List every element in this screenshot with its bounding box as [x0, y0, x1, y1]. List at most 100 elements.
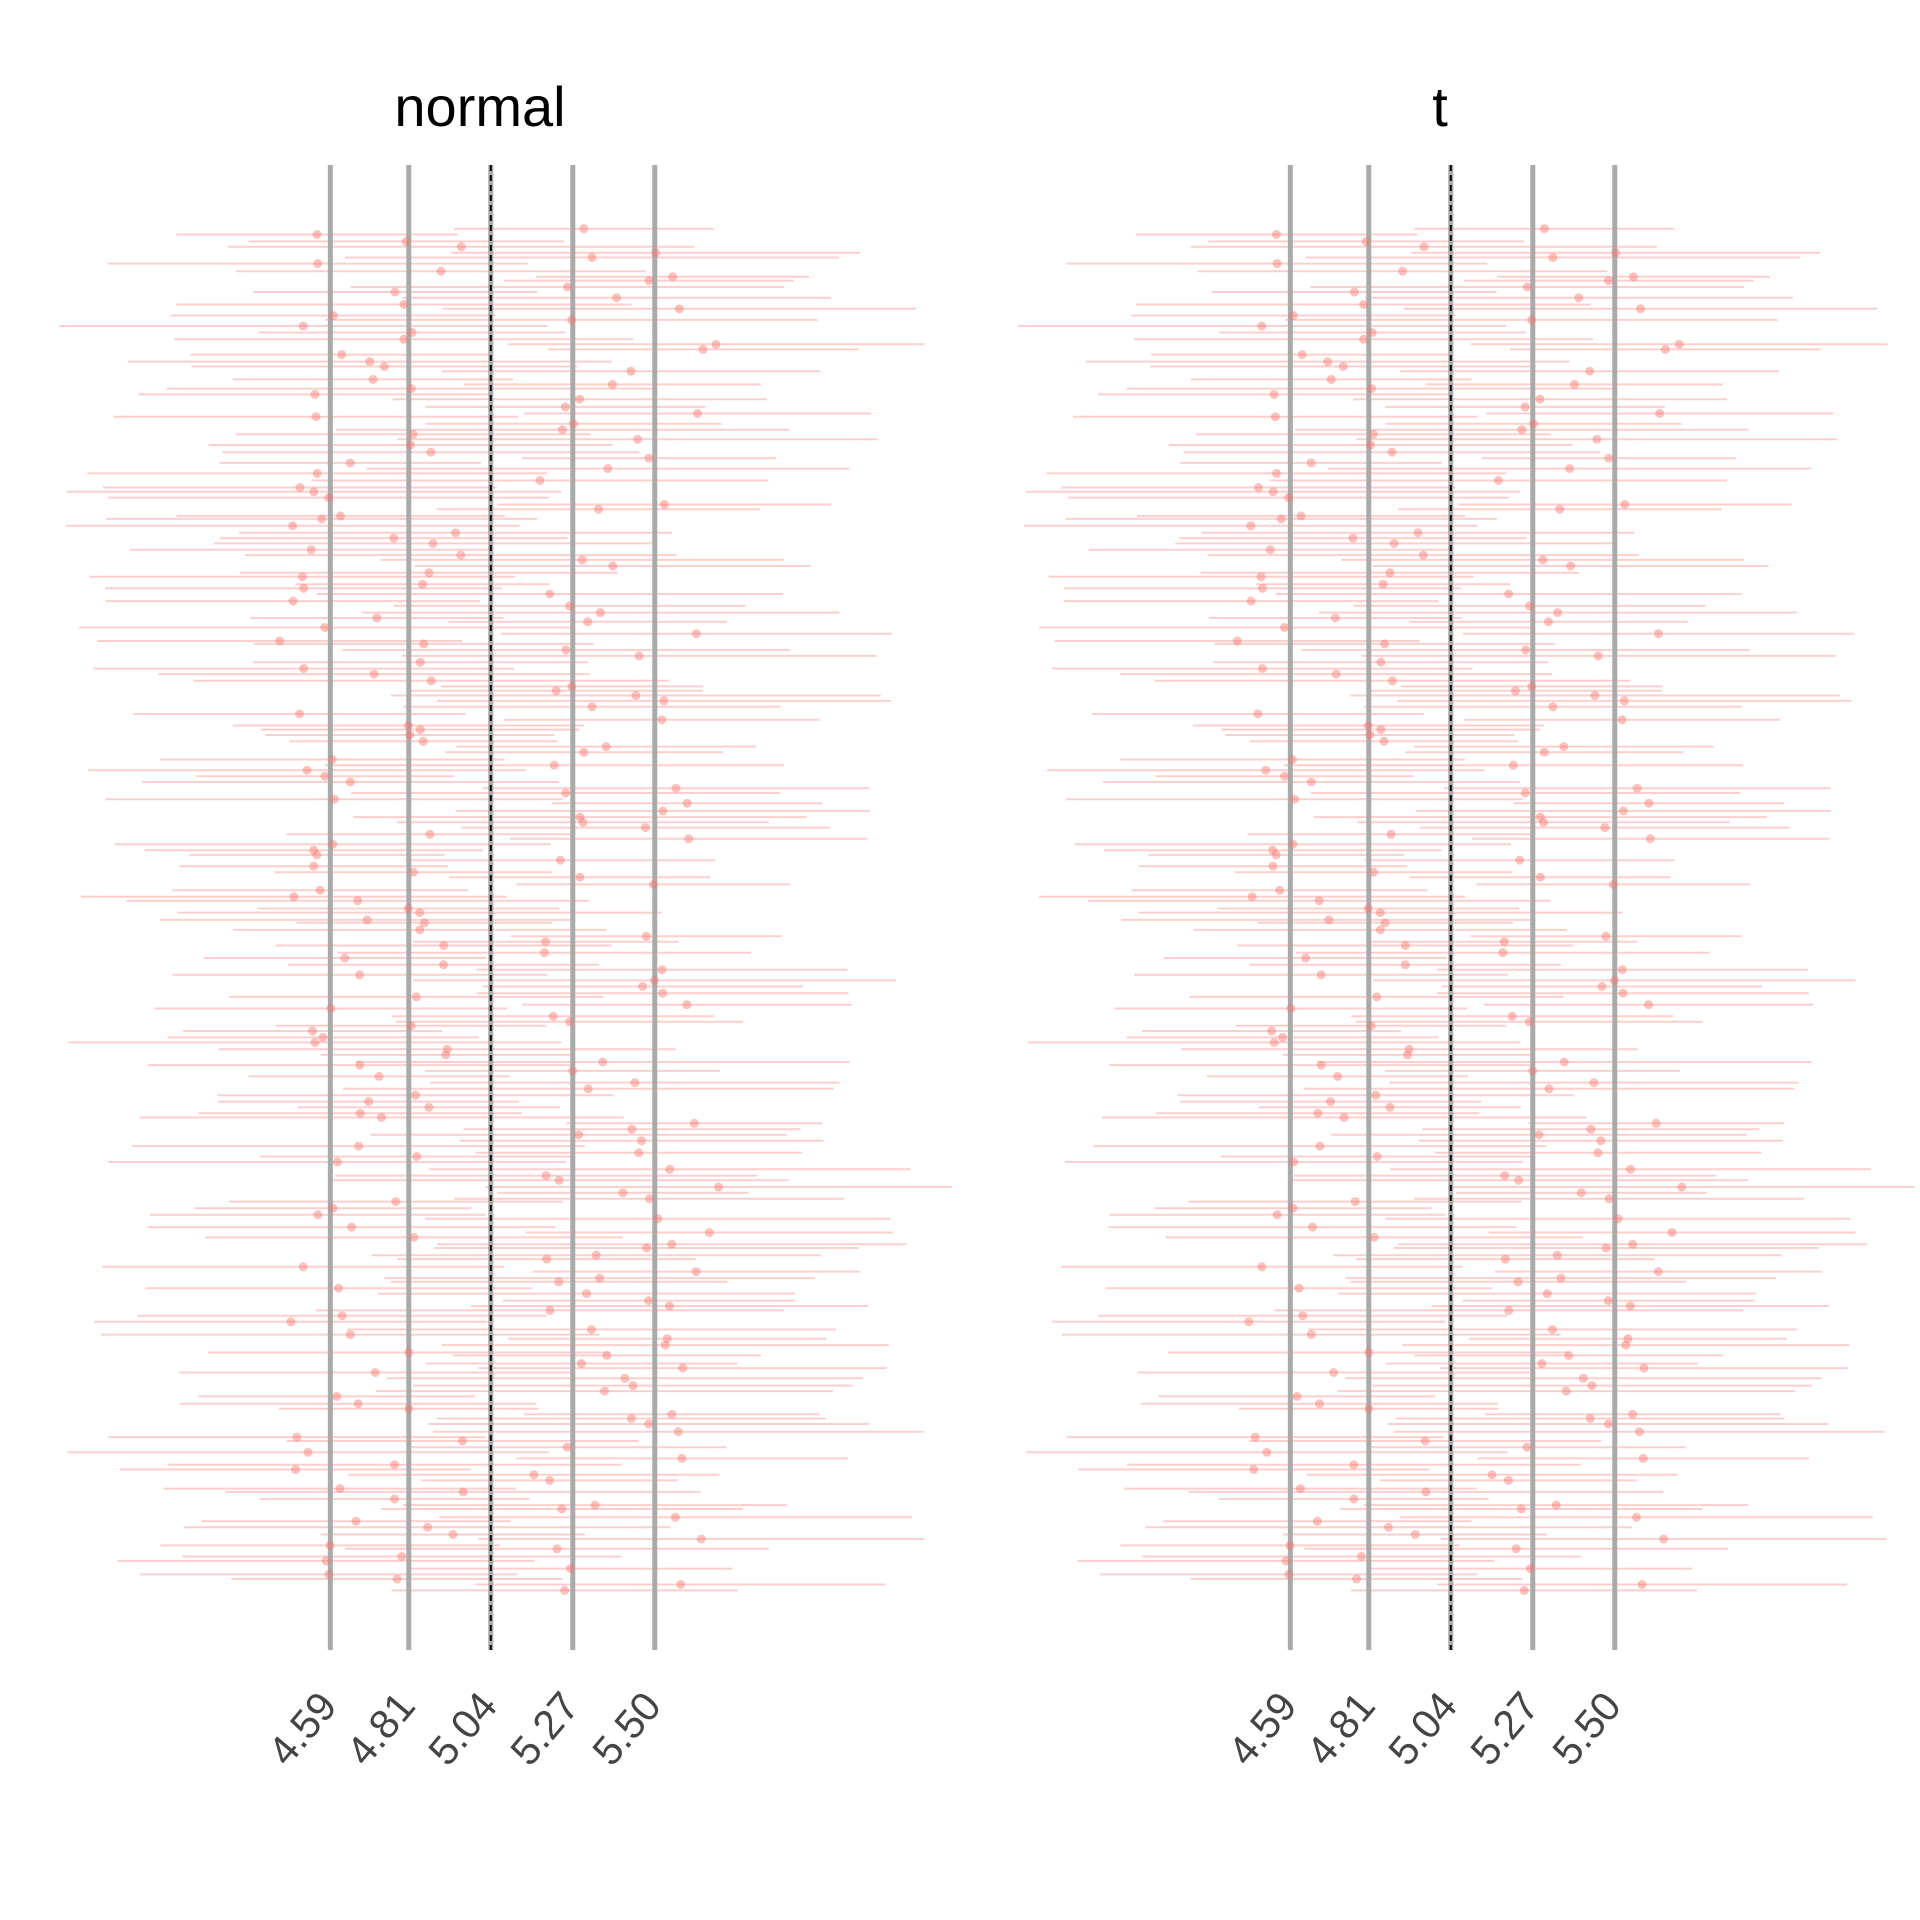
data-point	[1267, 1026, 1277, 1036]
data-point	[555, 855, 565, 865]
data-point	[673, 1427, 683, 1437]
data-point	[1655, 409, 1665, 418]
x-tick-label: 5.04	[419, 1683, 506, 1774]
data-point	[1326, 374, 1336, 384]
points-layer	[1232, 224, 1687, 1595]
data-point	[1364, 1404, 1374, 1414]
data-point	[1535, 812, 1545, 822]
data-point	[1385, 1102, 1395, 1112]
data-point	[660, 1340, 670, 1350]
data-point	[676, 1580, 686, 1589]
data-point	[286, 1317, 296, 1327]
data-point	[1306, 1330, 1316, 1340]
data-point	[1597, 982, 1607, 991]
data-point	[1553, 608, 1563, 618]
data-point	[693, 409, 702, 418]
data-point	[583, 1084, 593, 1094]
data-point	[345, 777, 355, 787]
data-point	[670, 1512, 680, 1522]
data-point	[579, 747, 589, 757]
data-point	[1503, 1475, 1513, 1485]
data-point	[1561, 1386, 1571, 1396]
data-point	[289, 892, 299, 902]
data-point	[340, 953, 350, 963]
data-point	[436, 266, 446, 276]
data-point	[549, 760, 559, 770]
data-point	[1295, 1484, 1305, 1494]
data-point	[1361, 237, 1371, 246]
data-point	[1521, 645, 1531, 655]
data-point	[1613, 1214, 1623, 1224]
facet-plot-t: 4.594.815.045.275.50	[1017, 165, 1915, 1774]
data-point	[612, 293, 621, 303]
data-point	[1569, 379, 1579, 389]
data-point	[424, 1102, 434, 1112]
data-point	[306, 545, 316, 555]
data-point	[545, 1305, 555, 1315]
data-point	[565, 601, 575, 611]
data-point	[1333, 1071, 1343, 1081]
data-point	[1372, 1152, 1382, 1161]
data-point	[1604, 1194, 1614, 1204]
data-point	[649, 975, 659, 985]
data-point	[411, 992, 421, 1002]
data-point	[1500, 1254, 1510, 1264]
data-point	[415, 725, 425, 735]
data-point	[295, 483, 305, 492]
data-point	[1638, 1453, 1648, 1463]
data-point	[1324, 915, 1334, 925]
data-point	[1596, 1136, 1606, 1146]
data-point	[1313, 1108, 1323, 1118]
data-point	[620, 1373, 630, 1383]
data-point	[1329, 1368, 1339, 1377]
data-point	[601, 742, 611, 752]
data-point	[1378, 579, 1388, 589]
data-point	[1603, 1296, 1613, 1306]
data-point	[1271, 850, 1281, 860]
data-point	[1284, 1569, 1294, 1579]
data-point	[696, 1534, 706, 1544]
data-point	[539, 948, 549, 958]
data-point	[288, 521, 298, 531]
data-point	[328, 1203, 338, 1213]
data-point	[1280, 771, 1290, 781]
data-point	[1284, 493, 1294, 503]
data-point	[406, 440, 415, 450]
data-point	[642, 1243, 652, 1253]
data-point	[308, 1026, 317, 1036]
data-point	[565, 1017, 575, 1027]
data-point	[1578, 1373, 1588, 1383]
data-point	[1315, 1141, 1325, 1151]
data-point	[313, 259, 323, 269]
data-point	[309, 861, 319, 871]
data-point	[1288, 1203, 1298, 1213]
data-point	[1288, 755, 1297, 764]
data-point	[1528, 1066, 1538, 1076]
data-point	[1653, 1267, 1663, 1277]
data-point	[577, 555, 587, 565]
data-point	[362, 915, 372, 925]
data-point	[372, 613, 382, 623]
data-point	[311, 412, 321, 422]
data-point	[1308, 1222, 1317, 1232]
data-point	[325, 1540, 335, 1550]
data-point	[1246, 521, 1256, 531]
data-point	[390, 1460, 399, 1470]
data-point	[1522, 1442, 1532, 1452]
data-point	[1387, 447, 1397, 457]
data-point	[682, 1000, 692, 1010]
data-point	[1586, 1124, 1596, 1134]
data-point	[628, 1381, 638, 1391]
data-point	[1331, 669, 1341, 679]
data-point	[1537, 1359, 1547, 1368]
data-point	[1306, 777, 1316, 787]
data-point	[560, 1585, 570, 1595]
data-point	[1385, 568, 1395, 578]
data-point	[1276, 514, 1286, 524]
data-point	[1348, 533, 1358, 543]
data-point	[563, 282, 572, 292]
intervals-layer	[59, 227, 952, 1592]
data-point	[418, 736, 428, 746]
data-point	[587, 1325, 596, 1334]
